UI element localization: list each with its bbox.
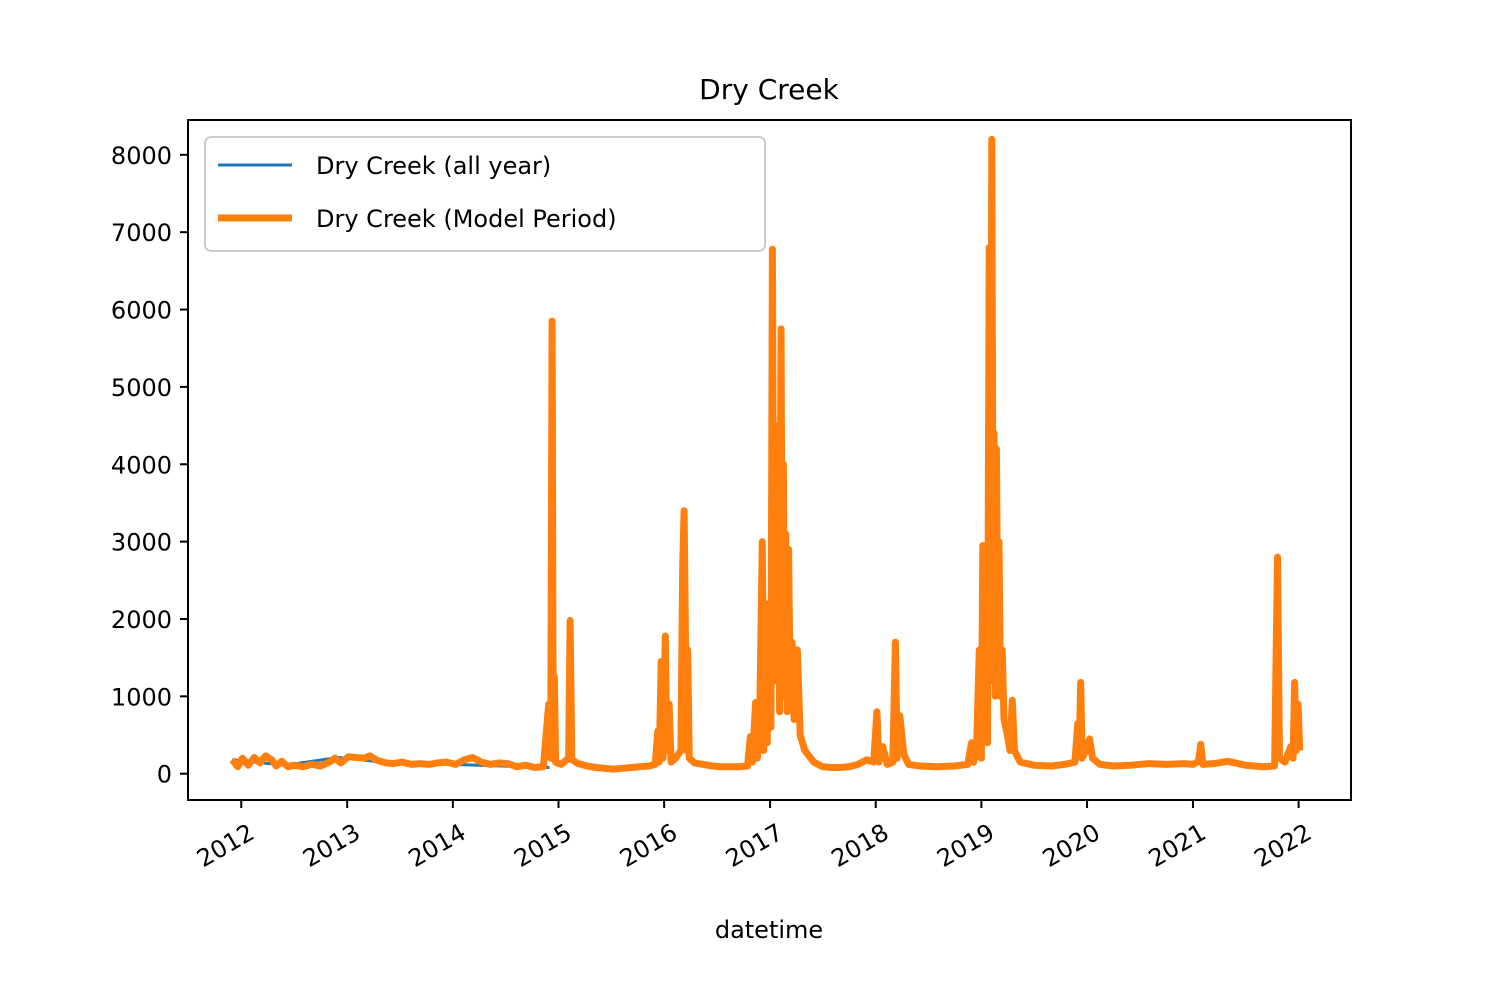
x-tick-label: 2015	[509, 818, 576, 873]
legend-entry-all-year: Dry Creek (all year)	[316, 152, 551, 180]
x-tick-label: 2022	[1250, 818, 1317, 873]
x-tick-label: 2021	[1144, 818, 1211, 873]
x-axis: 2012 2013 2014 2015 2016 2017 2018 2019 2020 2021…	[192, 800, 1316, 873]
legend-entry-model-period: Dry Creek (Model Period)	[316, 205, 617, 233]
x-tick-label: 2020	[1038, 818, 1105, 873]
y-tick-label: 3000	[111, 529, 172, 557]
x-tick-label: 2012	[192, 818, 259, 873]
y-tick-label: 8000	[111, 142, 172, 170]
legend: Dry Creek (all year) Dry Creek (Model Pe…	[204, 136, 766, 252]
x-axis-label: datetime	[715, 916, 823, 944]
x-tick-label: 2013	[298, 818, 365, 873]
y-tick-label: 2000	[111, 606, 172, 634]
y-tick-label: 1000	[111, 683, 172, 711]
y-tick-label: 0	[157, 761, 172, 789]
y-tick-label: 7000	[111, 219, 172, 247]
series-line-1	[229, 135, 1304, 773]
y-tick-label: 6000	[111, 297, 172, 325]
y-tick-label: 5000	[111, 374, 172, 402]
x-tick-label: 2016	[615, 818, 682, 873]
chart-title: Dry Creek	[699, 73, 839, 106]
x-tick-label: 2019	[932, 818, 999, 873]
y-axis: 0 1000 2000 3000 4000 5000 6000 7000 8000	[111, 142, 188, 789]
series-layer	[229, 135, 1304, 773]
y-tick-label: 4000	[111, 451, 172, 479]
legend-box	[204, 136, 766, 252]
x-tick-label: 2018	[827, 818, 894, 873]
x-tick-label: 2017	[721, 818, 788, 873]
x-tick-label: 2014	[404, 818, 471, 873]
